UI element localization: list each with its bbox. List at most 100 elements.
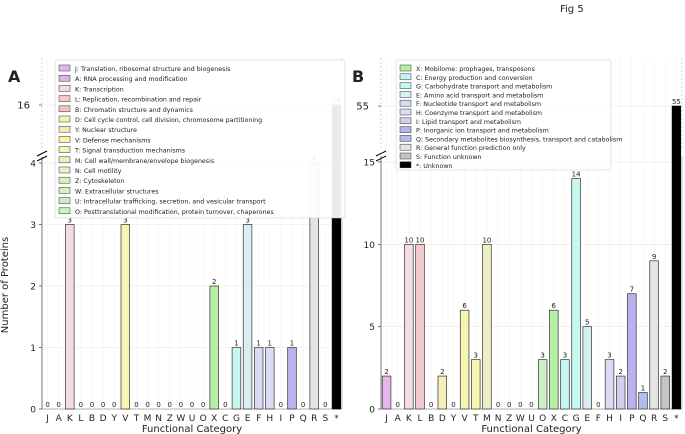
bar-V: [120, 224, 131, 410]
bar-O: [537, 359, 548, 410]
x-tick-label: G: [233, 414, 240, 424]
y-tick-label: 55: [356, 102, 369, 113]
x-tick-label: Q: [300, 414, 307, 424]
legend-swatch: [58, 146, 71, 153]
bar-value-label: 0: [201, 401, 205, 409]
x-tick-label: X: [211, 414, 217, 424]
x-axis-label: Functional Category: [142, 424, 242, 434]
legend-entry: T: Signal transduction mechanisms: [74, 148, 185, 155]
bar-K: [65, 224, 75, 410]
legend-entry: X: Mobilome: prophages, transposons: [416, 66, 535, 73]
bar-G: [571, 178, 581, 410]
bar-value-label: 0: [395, 401, 399, 409]
legend-entry: P: Inorganic ion transport and metabolis…: [416, 128, 549, 135]
bar-value-label: 0: [56, 401, 60, 409]
bar-L: [415, 243, 425, 410]
legend-swatch: [399, 143, 412, 151]
legend-entry: G: Carbohydrate transport and metabolism: [416, 84, 552, 91]
legend-swatch: [58, 136, 71, 143]
x-tick-label: P: [289, 414, 295, 424]
x-tick-label: Q: [639, 414, 646, 424]
bar-D: [437, 375, 448, 410]
x-tick-label: Z: [167, 414, 173, 424]
x-tick-label: G: [573, 414, 580, 424]
legend-entry: R: General function prediction only: [416, 145, 526, 152]
legend-entry: U: Intracellular trafficking, secretion,…: [75, 199, 266, 206]
legend-swatch: [58, 197, 71, 204]
x-tick-label: M: [483, 414, 491, 424]
bar-value-label: 0: [496, 401, 500, 409]
x-tick-label: *: [334, 414, 339, 424]
x-tick-label: F: [596, 414, 601, 424]
x-tick-label: H: [606, 414, 613, 424]
legend-entry: O: Posttranslational modification, prote…: [75, 209, 274, 216]
x-tick-label: S: [322, 414, 328, 424]
bar-F: [253, 347, 264, 410]
bar-value-label: 2: [212, 278, 216, 286]
y-tick-label: 16: [17, 101, 30, 112]
panel-label: A: [8, 67, 21, 86]
legend-entry: C: Energy production and conversion: [416, 75, 533, 82]
legend-entry: Z: Cytoskeleton: [75, 178, 124, 185]
bar-value-label: 0: [79, 401, 83, 409]
legend-entry: *: Unknown: [416, 163, 453, 170]
bar-value-label: 0: [279, 401, 283, 409]
bar-value-label: 3: [607, 352, 611, 360]
x-tick-label: E: [584, 414, 590, 424]
bar-value-label: 0: [596, 401, 600, 409]
legend-box: [395, 59, 612, 171]
y-tick-label: 3: [30, 221, 36, 231]
bar-value-label: 7: [630, 286, 634, 294]
x-tick-label: L: [78, 414, 83, 424]
legend-entry: A: RNA processing and modification: [75, 76, 188, 83]
bar-value-label: 3: [245, 217, 249, 225]
bar-value-label: 0: [507, 401, 511, 409]
axis-break-mark: [36, 155, 48, 162]
bar-value-label: 10: [416, 236, 425, 244]
bar-value-label: 1: [290, 340, 294, 348]
bar-value-label: 6: [552, 302, 557, 310]
x-tick-label: E: [245, 414, 251, 424]
legend-swatch: [58, 166, 71, 174]
x-tick-label: O: [200, 414, 207, 424]
legend-entry: I: Lipid transport and metabolism: [416, 119, 521, 126]
y-tick-label: 1: [30, 344, 36, 354]
bar-T: [471, 359, 481, 410]
x-tick-label: C: [562, 414, 568, 424]
legend-swatch: [399, 99, 412, 107]
figure-title: Fig 5: [560, 4, 584, 15]
legend-entry: V: Defense mechanisms: [75, 137, 151, 144]
y-tick-label: 2: [30, 283, 36, 293]
legend-entry: J: Translation, ribosomal structure and …: [74, 66, 230, 73]
y-tick-label: 0: [369, 406, 375, 416]
x-tick-label: T: [133, 414, 140, 424]
legend-entry: L: Replication, recombination and repair: [75, 97, 202, 104]
x-tick-label: I: [280, 414, 283, 424]
bar-Q: [638, 392, 648, 410]
x-axis-label: Functional Category: [481, 424, 581, 434]
y-tick-label: 10: [364, 241, 376, 251]
x-tick-label: U: [189, 414, 196, 424]
legend-swatch: [399, 152, 412, 160]
legend-entry: Y: Nuclear structure: [74, 127, 137, 134]
legend-swatch: [58, 176, 71, 184]
legend-entry: W: Extracellular structures: [75, 188, 158, 195]
legend-swatch: [399, 64, 412, 72]
legend-entry: N: Cell motility: [75, 168, 122, 175]
y-axis-label: Number of Proteins: [0, 237, 11, 333]
bar-value-label: 2: [663, 368, 667, 376]
bar-H: [604, 359, 615, 410]
legend-swatch: [399, 126, 412, 133]
legend-swatch: [58, 187, 71, 194]
y-tick-label: 15: [364, 159, 375, 169]
bar-unknown: [671, 105, 682, 410]
legend-swatch: [58, 207, 71, 215]
x-tick-label: U: [528, 414, 535, 424]
bar-value-label: 55: [672, 98, 681, 106]
legend-entry: B: Chromatin structure and dynamics: [75, 107, 193, 114]
bar-S: [660, 375, 670, 410]
legend-entry: H: Coenzyme transport and metabolism: [416, 110, 542, 117]
legend-entry: S: Function unknown: [416, 154, 482, 161]
bar-H: [265, 347, 275, 410]
x-tick-label: W: [516, 414, 525, 424]
